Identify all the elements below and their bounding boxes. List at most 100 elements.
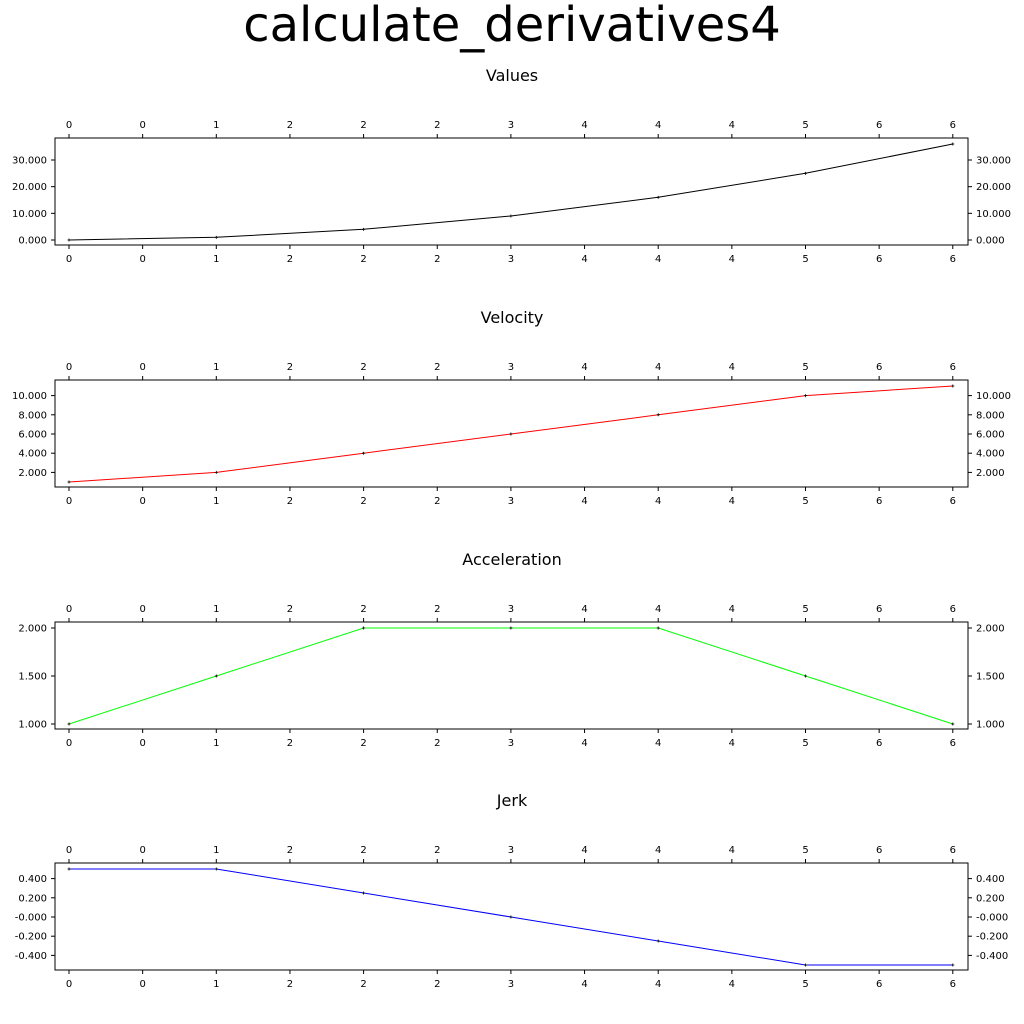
data-point (656, 939, 660, 943)
x-tick-label-bottom: 2 (360, 979, 366, 990)
x-tick-label-bottom: 5 (802, 254, 808, 265)
y-tick-label-right: 1.500 (976, 672, 1005, 683)
x-tick-label-bottom: 4 (581, 738, 587, 749)
data-point (656, 413, 660, 417)
y-tick-label-left: -0.400 (15, 951, 47, 962)
figure-title: calculate_derivatives4 (243, 0, 781, 53)
x-tick-label-bottom: 4 (581, 979, 587, 990)
y-tick-label-left: 20.000 (12, 182, 47, 193)
x-tick-label-top: 1 (213, 845, 219, 856)
data-point (656, 626, 660, 630)
data-point (214, 235, 218, 239)
x-tick-label-top: 0 (139, 120, 145, 131)
y-tick-label-right: 20.000 (976, 182, 1011, 193)
x-tick-label-top: 6 (876, 362, 882, 373)
x-tick-label-bottom: 4 (729, 738, 735, 749)
x-tick-label-top: 5 (802, 845, 808, 856)
series-line (68, 143, 953, 241)
x-tick-label-bottom: 2 (287, 254, 293, 265)
x-tick-label-bottom: 4 (655, 496, 661, 507)
x-tick-label-top: 2 (434, 362, 440, 373)
chart-panel-3: Acceleration 0 0 0 0 1 1 2 2 2 2 2 2 3 3 4 4 4 4 4 4 5 5 6 6 6 6 1.… (18, 550, 1004, 749)
data-point (362, 891, 366, 895)
x-tick-label-bottom: 0 (66, 254, 72, 265)
y-tick-label-right: 2.000 (976, 468, 1005, 479)
x-tick-label-bottom: 6 (876, 254, 882, 265)
y-tick-label-left: 2.000 (18, 468, 47, 479)
x-tick-label-top: 5 (802, 120, 808, 131)
chart-panel-2: Velocity 0 0 0 0 1 1 2 2 2 2 2 2 3 3 4 4 4 4 4 4 5 5 6 6 6 6 2.000 2… (12, 308, 1011, 507)
x-tick-label-bottom: 6 (876, 738, 882, 749)
x-tick-label-top: 6 (950, 362, 956, 373)
x-tick-label-top: 2 (360, 845, 366, 856)
x-tick-label-bottom: 0 (139, 496, 145, 507)
data-point (67, 867, 71, 871)
y-tick-label-left: -0.000 (15, 913, 47, 924)
x-tick-label-top: 2 (434, 120, 440, 131)
x-tick-label-top: 4 (729, 604, 735, 615)
x-tick-label-top: 6 (876, 604, 882, 615)
x-tick-label-top: 0 (139, 845, 145, 856)
x-tick-label-top: 5 (802, 362, 808, 373)
x-tick-label-bottom: 6 (950, 738, 956, 749)
x-tick-label-top: 6 (876, 120, 882, 131)
x-tick-label-top: 2 (360, 604, 366, 615)
y-tick-label-right: 4.000 (976, 449, 1005, 460)
chart-title: Velocity (481, 308, 544, 327)
x-tick-label-top: 2 (434, 604, 440, 615)
x-tick-label-top: 1 (213, 604, 219, 615)
x-tick-label-top: 2 (287, 845, 293, 856)
x-tick-label-bottom: 0 (66, 979, 72, 990)
x-tick-label-top: 4 (729, 845, 735, 856)
y-tick-label-right: 0.000 (976, 236, 1005, 247)
y-tick-label-left: 4.000 (18, 449, 47, 460)
y-tick-label-right: 6.000 (976, 430, 1005, 441)
x-tick-label-bottom: 2 (287, 738, 293, 749)
data-point (804, 394, 807, 398)
x-tick-label-top: 2 (287, 120, 293, 131)
x-tick-label-bottom: 2 (434, 738, 440, 749)
x-tick-label-bottom: 3 (508, 738, 514, 749)
data-point (214, 470, 218, 474)
y-tick-label-left: 10.000 (12, 209, 47, 220)
x-tick-label-bottom: 3 (508, 979, 514, 990)
y-tick-label-right: -0.200 (976, 932, 1008, 943)
x-tick-label-top: 6 (950, 120, 956, 131)
x-tick-label-top: 0 (66, 120, 72, 131)
x-tick-label-bottom: 2 (434, 254, 440, 265)
y-tick-label-left: 0.400 (18, 874, 47, 885)
chart-title: Acceleration (462, 550, 561, 569)
x-tick-label-top: 0 (66, 604, 72, 615)
x-tick-label-top: 4 (581, 362, 587, 373)
data-point (362, 227, 366, 231)
x-tick-label-bottom: 3 (508, 254, 514, 265)
y-tick-label-left: 0.000 (18, 236, 47, 247)
x-tick-label-top: 2 (287, 604, 293, 615)
chart-title: Values (486, 66, 538, 85)
x-tick-label-top: 2 (360, 120, 366, 131)
x-tick-label-top: 1 (213, 120, 219, 131)
x-tick-label-bottom: 1 (213, 496, 219, 507)
data-point (67, 480, 71, 484)
x-tick-label-top: 4 (729, 362, 735, 373)
x-tick-label-bottom: 2 (434, 979, 440, 990)
y-tick-label-right: 2.000 (976, 624, 1005, 635)
x-tick-label-top: 2 (360, 362, 366, 373)
data-point (214, 867, 218, 871)
plot-frame (54, 137, 969, 246)
plot-frame (54, 862, 969, 971)
x-tick-label-bottom: 2 (287, 496, 293, 507)
y-tick-label-right: 8.000 (976, 410, 1005, 421)
y-tick-label-left: 1.000 (18, 720, 47, 731)
data-point (509, 214, 513, 218)
data-point (804, 171, 807, 175)
x-tick-label-bottom: 6 (950, 254, 956, 265)
x-tick-label-bottom: 5 (802, 738, 808, 749)
y-tick-label-right: 1.000 (976, 720, 1005, 731)
x-tick-label-top: 3 (508, 120, 514, 131)
y-tick-label-left: 2.000 (18, 624, 47, 635)
y-tick-label-right: 0.200 (976, 893, 1005, 904)
x-tick-label-bottom: 6 (950, 496, 956, 507)
x-tick-label-top: 4 (655, 120, 661, 131)
x-tick-label-top: 3 (508, 604, 514, 615)
